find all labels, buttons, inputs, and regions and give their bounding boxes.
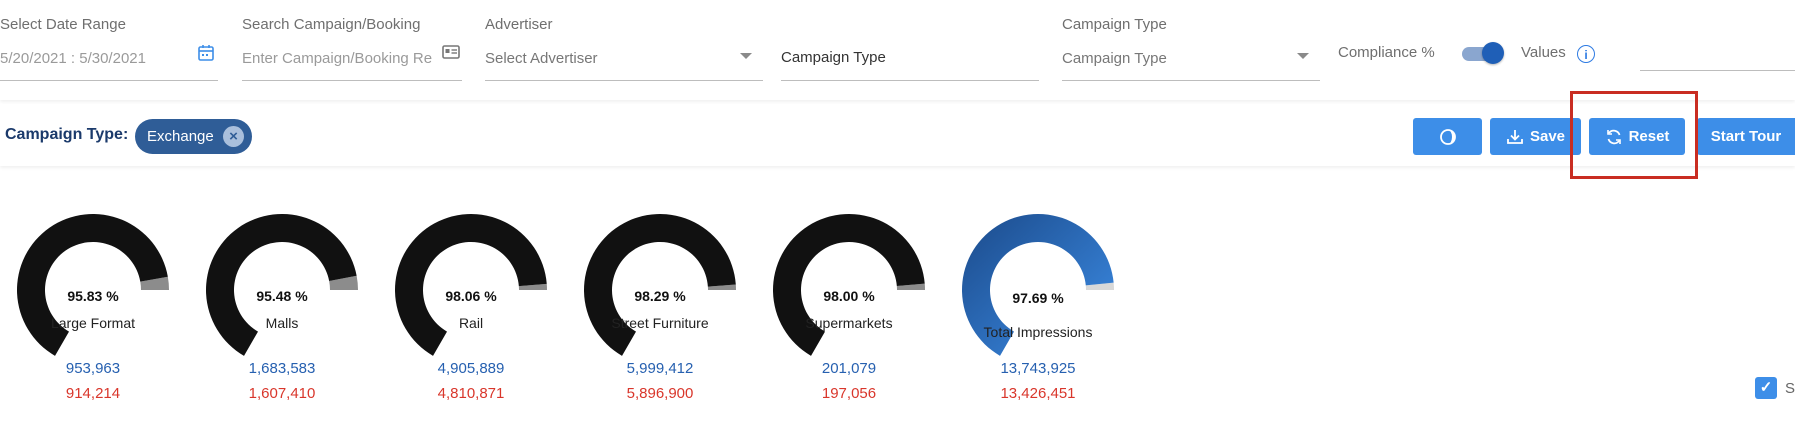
date-range-label: Select Date Range <box>0 16 126 33</box>
date-range-field[interactable]: Select Date Range 5/20/2021 : 5/30/2021 <box>0 0 220 90</box>
advertiser-select[interactable]: Advertiser Select Advertiser <box>485 0 763 90</box>
gauge-street-furniture: 98.29 % Street Furniture 5,999,412 5,896,90… <box>570 200 750 430</box>
gauge-primary-value: 1,683,583 <box>248 360 316 377</box>
reset-highlight-box <box>1570 91 1698 179</box>
extra-field-underline[interactable] <box>1640 70 1795 71</box>
chevron-down-icon[interactable] <box>740 53 752 59</box>
gauge-total-impressions: 97.69 % Total Impressions 13,743,925 13,426… <box>948 200 1128 430</box>
gauge-malls: 95.48 % Malls 1,683,583 1,607,410 <box>192 200 372 430</box>
gauge-label: Large Format <box>50 315 136 331</box>
theme-button[interactable] <box>1413 118 1482 155</box>
date-range-underline <box>0 80 218 81</box>
gauge-fill <box>206 214 357 356</box>
toggle-knob[interactable] <box>1482 42 1504 64</box>
exchange-chip[interactable]: Exchange × <box>135 119 252 154</box>
campaign-type-input-value[interactable]: Campaign Type <box>781 49 886 66</box>
start-tour-label: Start Tour <box>1710 128 1782 145</box>
gauge-percent: 98.00 % <box>823 288 875 304</box>
gauge-label: Malls <box>265 315 299 331</box>
gauge-primary-value: 953,963 <box>65 360 121 377</box>
download-icon <box>1507 129 1523 144</box>
start-tour-button[interactable]: Start Tour <box>1697 118 1795 155</box>
search-input[interactable]: Enter Campaign/Booking Re <box>242 50 433 67</box>
gauge-fill <box>962 214 1114 356</box>
gauge-remainder <box>518 283 547 290</box>
search-underline <box>242 80 462 81</box>
gauge-label: Street Furniture <box>611 315 709 331</box>
gauge-percent: 98.06 % <box>445 288 497 304</box>
campaign-type-select[interactable]: Campaign Type Campaign Type <box>1062 0 1320 90</box>
campaign-type-filter-label: Campaign Type: <box>5 126 129 143</box>
checkbox-label: S <box>1785 380 1795 397</box>
refresh-icon <box>1606 129 1621 144</box>
gauge-chart <box>395 214 547 356</box>
gauge-fill <box>17 214 168 356</box>
campaign-type-input[interactable]: Campaign Type <box>781 0 1039 90</box>
gauge-secondary-value: 5,896,900 <box>626 385 694 402</box>
save-button[interactable]: Save <box>1490 118 1581 155</box>
reset-button[interactable]: Reset <box>1589 118 1685 155</box>
values-label: Values <box>1521 44 1566 61</box>
search-label: Search Campaign/Booking <box>242 16 421 33</box>
gauge-remainder <box>896 283 925 290</box>
gauge-remainder <box>140 276 169 290</box>
gauge-remainder <box>1085 282 1114 290</box>
gauge-primary-value: 13,743,925 <box>1000 360 1076 377</box>
campaign-type-placeholder[interactable]: Campaign Type <box>1062 50 1167 67</box>
gauge-fill <box>395 214 547 356</box>
gauge-secondary-value: 13,426,451 <box>1000 385 1076 402</box>
gauge-fill <box>773 214 925 356</box>
gauge-primary-value: 4,905,889 <box>437 360 505 377</box>
advertiser-underline <box>485 80 763 81</box>
chevron-down-icon[interactable] <box>1297 53 1309 59</box>
gauge-chart <box>962 214 1114 356</box>
checkbox[interactable]: ✓ <box>1755 377 1777 399</box>
gauge-chart <box>17 214 169 356</box>
gauge-percent: 98.29 % <box>634 288 686 304</box>
gauge-label: Supermarkets <box>805 315 893 331</box>
gauge-remainder <box>329 275 358 290</box>
gauge-large-format: 95.83 % Large Format 953,963 914,214 <box>3 200 183 430</box>
chip-label: Exchange <box>147 128 214 145</box>
gauge-chart <box>773 214 925 356</box>
id-card-icon[interactable] <box>442 44 460 65</box>
save-label: Save <box>1529 128 1566 145</box>
gauge-fill <box>584 214 736 356</box>
campaign-type-input-underline <box>781 80 1039 81</box>
gauge-remainder <box>707 284 736 290</box>
gauge-rail: 98.06 % Rail 4,905,889 4,810,871 <box>381 200 561 430</box>
gauge-secondary-value: 914,214 <box>65 385 121 402</box>
moon-icon <box>1439 128 1456 145</box>
gauge-chart <box>206 214 358 356</box>
gauge-percent: 95.48 % <box>256 288 308 304</box>
date-range-value[interactable]: 5/20/2021 : 5/30/2021 <box>0 50 146 67</box>
gauge-primary-value: 201,079 <box>821 360 877 377</box>
advertiser-label: Advertiser <box>485 16 553 33</box>
gauge-supermarkets: 98.00 % Supermarkets 201,079 197,056 <box>759 200 939 430</box>
gauge-percent: 97.69 % <box>1012 290 1064 306</box>
reset-label: Reset <box>1628 128 1670 145</box>
gauge-secondary-value: 1,607,410 <box>248 385 316 402</box>
calendar-icon[interactable] <box>197 44 215 67</box>
search-field[interactable]: Search Campaign/Booking Enter Campaign/B… <box>242 0 464 90</box>
gauge-label: Total Impressions <box>983 324 1093 340</box>
gauge-label: Rail <box>458 315 484 331</box>
campaign-type-underline <box>1062 80 1320 81</box>
compliance-label: Compliance % <box>1338 44 1435 61</box>
close-icon[interactable]: × <box>223 126 244 147</box>
gauge-secondary-value: 197,056 <box>821 385 877 402</box>
gauge-secondary-value: 4,810,871 <box>437 385 505 402</box>
gauge-primary-value: 5,999,412 <box>626 360 694 377</box>
gauge-chart <box>584 214 736 356</box>
gauge-percent: 95.83 % <box>67 288 119 304</box>
campaign-type-label: Campaign Type <box>1062 16 1167 33</box>
info-icon[interactable]: i <box>1577 45 1595 63</box>
advertiser-placeholder[interactable]: Select Advertiser <box>485 50 598 67</box>
